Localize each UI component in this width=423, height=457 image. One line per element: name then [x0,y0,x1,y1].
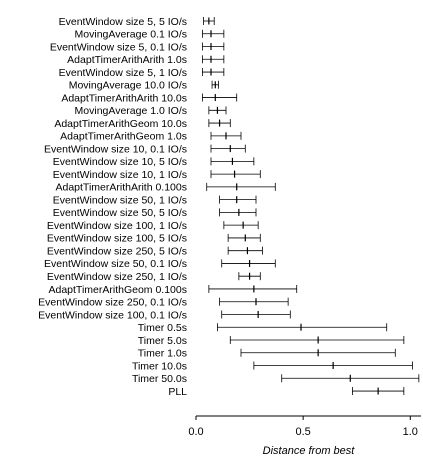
row-label: Timer 1.0s [138,348,187,360]
error-bar [217,323,388,332]
error-bar [240,348,396,357]
row-label: EventWindow size 250, 0.1 IO/s [38,297,187,309]
error-bar [202,42,225,51]
error-bar [253,361,413,370]
x-tick-label: 0.5 [295,426,310,438]
error-bar [281,374,420,383]
row-label: Timer 50.0s [132,373,187,385]
error-bar [208,119,231,128]
row-label: Timer 5.0s [138,335,187,347]
row-label: MovingAverage 0.1 IO/s [75,29,187,41]
row-label: EventWindow size 250, 1 IO/s [47,271,187,283]
row-label: AdaptTimerArithGeom 0.100s [48,284,187,296]
error-bar [210,157,255,166]
error-bar [238,272,261,281]
row-label: EventWindow size 10, 0.1 IO/s [44,143,187,155]
error-bar [352,387,405,396]
row-label: AdaptTimerArithGeom 10.0s [54,118,187,130]
row-label: EventWindow size 250, 5 IO/s [47,245,187,257]
row-label: EventWindow size 100, 0.1 IO/s [38,309,187,321]
row-label: EventWindow size 100, 1 IO/s [47,220,187,232]
row-label: MovingAverage 10.0 IO/s [69,80,187,92]
error-bar [206,182,276,191]
error-bar [219,297,289,306]
row-label: AdaptTimerArithArith 0.100s [55,182,187,194]
x-axis-label: Distance from best [263,445,356,457]
error-bar [203,17,215,25]
row-label: EventWindow size 50, 5 IO/s [53,207,187,219]
error-bar [202,93,238,102]
error-bar [202,55,225,64]
error-bar [202,29,225,38]
row-label: AdaptTimerArithGeom 1.0s [60,131,187,143]
row-label: Timer 0.5s [138,322,187,334]
row-label: Timer 10.0s [132,360,187,372]
error-bar [208,106,227,115]
x-tick-label: 1.0 [403,426,418,438]
row-label: EventWindow size 10, 5 IO/s [53,156,187,168]
row-label: AdaptTimerArithArith 1.0s [67,54,187,66]
row-label: EventWindow size 5, 5 IO/s [59,16,187,28]
error-bar [210,170,261,179]
x-axis: 0.0 0.5 1.0 Distance from best [188,415,421,457]
error-bar [210,131,242,140]
row-label: EventWindow size 5, 0.1 IO/s [50,41,187,53]
error-bar [219,195,257,204]
row-label: EventWindow size 5, 1 IO/s [59,67,187,79]
row-label: MovingAverage 1.0 IO/s [75,105,187,117]
error-bar [208,284,298,293]
error-bar [219,208,257,217]
x-axis-ticks: 0.0 0.5 1.0 [188,416,418,438]
error-bar [202,68,225,77]
error-bar [211,80,219,89]
error-bar [229,336,405,344]
row-label: EventWindow size 50, 0.1 IO/s [44,258,187,270]
row-label: AdaptTimerArithArith 10.0s [61,92,187,104]
row-label: EventWindow size 10, 1 IO/s [53,169,187,181]
error-bar [210,144,246,153]
row-labels: EventWindow size 5, 5 IO/sMovingAverage … [38,16,187,398]
row-label: EventWindow size 100, 5 IO/s [47,233,187,245]
x-tick-label: 0.0 [188,426,203,438]
error-bars [202,17,420,396]
row-label: PLL [168,386,187,398]
row-label: EventWindow size 50, 1 IO/s [53,194,187,206]
error-bar [223,221,259,230]
error-bar [227,246,263,255]
error-bar [221,310,291,319]
error-bar [227,233,261,242]
error-bar [221,259,276,268]
